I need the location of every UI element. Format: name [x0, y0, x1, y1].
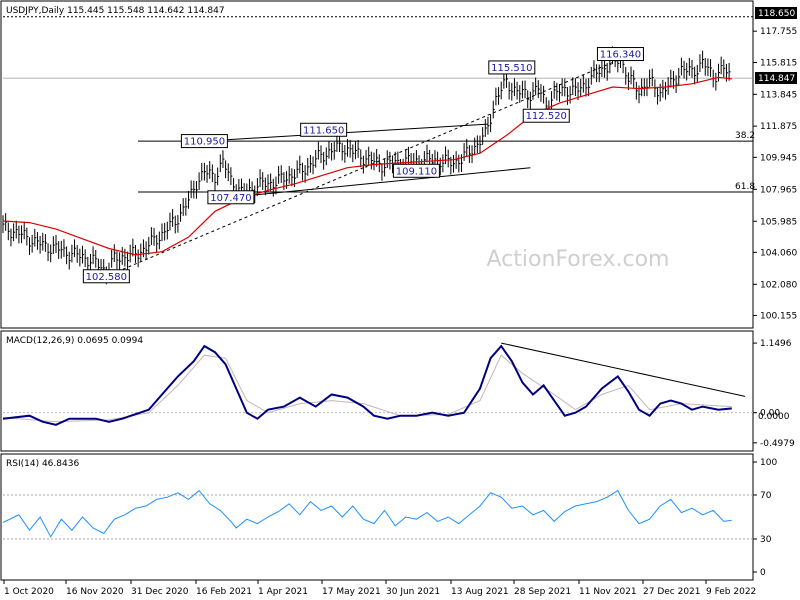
price-annotation-label: 111.650 — [303, 125, 344, 136]
date-tick-label: 16 Nov 2020 — [66, 587, 124, 597]
price-tick-label: 109.945 — [760, 153, 797, 163]
price-panel-title: USDJPY,Daily 115.445 115.548 114.642 114… — [6, 6, 225, 16]
date-axis: 1 Oct 2020 16 Nov 2020 31 Dec 2020 16 Feb 2… — [3, 580, 756, 597]
price-annotation-box — [180, 134, 228, 149]
macd-tick-label: -0.4979 — [760, 439, 795, 449]
price-annotation-label: 102.580 — [86, 272, 127, 283]
macd-panel-title: MACD(12,26,9) 0.0695 0.0994 — [6, 336, 143, 346]
price-annotation-label: 110.950 — [184, 137, 225, 148]
price-annotation-label: 116.340 — [600, 50, 641, 61]
fib-level-label: 38.2 — [735, 131, 755, 141]
date-tick-label: 27 Dec 2021 — [643, 587, 701, 597]
rsi-tick-label: 30 — [760, 535, 772, 545]
price-tick-label: 102.080 — [760, 280, 797, 290]
moving-average-line — [2, 76, 732, 256]
price-annotation-label: 115.510 — [491, 63, 532, 74]
fib-level-label: 61.8 — [735, 182, 755, 192]
price-series — [2, 46, 732, 285]
current-price-label: 114.847 — [758, 74, 795, 84]
price-annotation-box — [488, 60, 536, 75]
date-tick-label: 1 Oct 2020 — [4, 587, 54, 597]
rsi-panel-title: RSI(14) 46.8436 — [6, 459, 79, 469]
price-axis: 117.755 115.815 113.845 111.875 109.945 107.9… — [3, 16, 797, 321]
date-tick-label: 30 Jun 2021 — [386, 587, 440, 597]
rsi-tick-label: 70 — [760, 491, 772, 501]
trendline — [230, 167, 531, 198]
price-annotation-label: 109.110 — [396, 166, 437, 177]
date-tick-label: 9 Feb 2022 — [706, 587, 756, 597]
price-annotation-label: 112.520 — [526, 111, 567, 122]
rsi-panel-frame — [0, 453, 754, 581]
date-tick-label: 13 Aug 2021 — [451, 587, 509, 597]
rsi-tick-label: 100 — [760, 458, 777, 468]
price-tick-label: 117.755 — [760, 27, 797, 37]
price-annotation-box — [392, 163, 440, 178]
top-price-label: 118.650 — [758, 9, 795, 19]
price-annotation-box — [207, 190, 255, 205]
macd-tick-label: 1.1496 — [760, 339, 792, 349]
current-price-box — [755, 72, 797, 84]
price-annotation-label: 107.470 — [210, 193, 251, 204]
date-tick-label: 28 Sep 2021 — [514, 587, 571, 597]
macd-line — [2, 344, 732, 426]
price-tick-label: 105.985 — [760, 217, 797, 227]
price-tick-label: 104.060 — [760, 248, 797, 258]
price-annotations: 102.580 110.950 107.470 111.650 109.110 115.5… — [82, 47, 644, 284]
macd-panel-frame — [0, 330, 754, 452]
price-tick-label: 107.965 — [760, 185, 797, 195]
macd-signal-line — [2, 354, 732, 423]
date-tick-label: 31 Dec 2020 — [131, 587, 189, 597]
rsi-line — [2, 489, 732, 538]
price-annotation-box — [596, 47, 644, 62]
macd-tick-label: 0.00 — [760, 409, 780, 419]
rsi-tick-label: 0 — [760, 568, 766, 578]
macd-zero-label: 0.0000 — [758, 412, 790, 422]
price-tick-label: 113.845 — [760, 90, 797, 100]
watermark: ActionForex.com — [487, 247, 670, 272]
date-tick-label: 16 Feb 2021 — [196, 587, 252, 597]
rsi-series: 100 70 30 0 — [2, 458, 777, 578]
date-tick-label: 11 Nov 2021 — [579, 587, 637, 597]
date-tick-label: 1 Apr 2021 — [258, 587, 308, 597]
macd-trendline — [501, 342, 746, 397]
price-tick-label: 115.815 — [760, 59, 797, 69]
price-annotation-box — [300, 122, 348, 137]
macd-series: 1.1496 0.00 -0.4979 — [2, 339, 795, 449]
price-tick-label: 111.875 — [760, 122, 797, 132]
top-price-box — [755, 7, 797, 19]
price-annotation-box — [82, 269, 130, 284]
date-tick-label: 17 May 2021 — [322, 587, 381, 597]
price-annotation-box — [522, 108, 570, 123]
price-tick-label: 100.155 — [760, 311, 797, 321]
